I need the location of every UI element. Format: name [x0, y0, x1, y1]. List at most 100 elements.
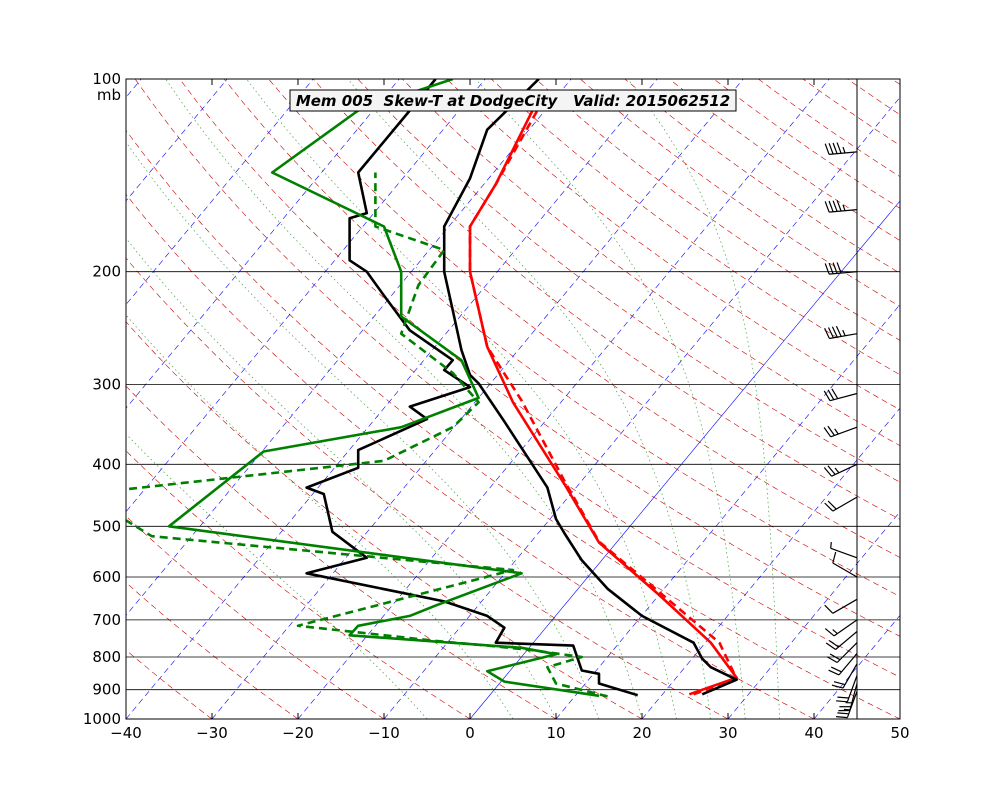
freezing-isotherm	[469, 200, 900, 719]
chart-title-box: Mem 005 Skew-T at DodgeCity Valid: 20150…	[289, 89, 737, 112]
wind-barb-flag	[831, 684, 844, 689]
moist-adiabat-line	[475, 79, 746, 719]
pressure-tick-label: 400	[92, 455, 121, 473]
wind-barb-flag	[830, 666, 842, 673]
wind-barb-half-flag	[832, 629, 838, 635]
black-series-line	[305, 79, 639, 697]
wind-barb-flag	[827, 327, 834, 339]
wind-barb-flag	[833, 681, 846, 686]
x-tick-label: −40	[110, 724, 142, 742]
x-axis: −40 −30 −20 −10 0 10 20 30 40 50	[110, 79, 910, 742]
x-tick-label: −30	[196, 724, 228, 742]
moist-adiabat-line	[627, 79, 780, 719]
wind-barb	[823, 425, 858, 438]
wind-barb	[824, 598, 858, 614]
dry-adiabat-line	[446, 79, 900, 411]
wind-barb	[827, 642, 858, 664]
wind-barb-flag	[828, 200, 834, 212]
wind-barb-flag	[828, 262, 834, 275]
wind-barb-flag	[832, 142, 838, 154]
x-tick-label: 40	[804, 724, 823, 742]
chart-title: Mem 005 Skew-T at DodgeCity Valid: 20150…	[296, 92, 730, 110]
wind-barb-flag	[837, 696, 849, 699]
dry-adiabat-line	[126, 649, 213, 719]
wind-barb-flag	[824, 628, 835, 637]
wind-barb-flag	[824, 502, 834, 512]
isotherm-line	[297, 79, 830, 719]
wind-barb-flag	[827, 389, 835, 400]
wind-barb-flag	[823, 467, 833, 477]
wind-barb	[824, 496, 858, 512]
moist-adiabat-line	[246, 79, 677, 719]
pressure-tick-label: 800	[92, 648, 121, 666]
wind-barb	[823, 463, 858, 477]
pressure-tick-label: 900	[92, 681, 121, 699]
profile-series	[126, 79, 738, 698]
wind-barb-flag	[836, 716, 848, 719]
wind-barb	[836, 675, 858, 703]
dry-adiabat-line	[134, 79, 900, 678]
dry-adiabat-line	[126, 193, 815, 719]
wind-barb-half-flag	[842, 204, 846, 211]
dry-adiabat-line	[126, 515, 385, 719]
wind-barb-flag	[836, 700, 848, 703]
wind-barb-staff	[849, 683, 858, 711]
dry-adiabat-line	[126, 257, 729, 719]
wind-barb-half-flag	[830, 542, 832, 549]
wind-barb-staff	[832, 598, 858, 614]
pressure-tick-label: 1000	[83, 710, 121, 728]
wind-barb-flag	[836, 262, 842, 274]
moist-adiabat-line	[126, 314, 514, 719]
isotherm-line	[126, 79, 314, 306]
wind-barb-flag	[832, 200, 838, 212]
pressure-tick-label: 300	[92, 375, 121, 393]
x-tick-label: 20	[632, 724, 651, 742]
wind-barb-half-flag	[842, 146, 846, 154]
wind-barb	[824, 619, 858, 637]
isotherm-line	[126, 79, 486, 513]
wind-barb-flag	[824, 327, 830, 339]
isotherm-line	[126, 79, 228, 202]
wind-barb	[832, 551, 858, 578]
x-tick-label: −20	[282, 724, 314, 742]
wind-barb-flag	[824, 604, 834, 614]
wind-barb-half-flag	[842, 329, 846, 337]
pressure-tick-label: 600	[92, 568, 121, 586]
dry-adiabat-line	[126, 129, 900, 719]
wind-barb	[838, 683, 858, 712]
wind-barb-staff	[829, 333, 858, 340]
moist-adiabat-line	[126, 433, 428, 719]
x-tick-label: 30	[718, 724, 737, 742]
moist-adiabat-line	[347, 79, 712, 719]
wind-barb-staff	[830, 426, 858, 438]
wind-barb-flag	[828, 640, 839, 648]
wind-barb	[824, 142, 858, 155]
wind-barb	[825, 631, 858, 650]
wind-barb	[824, 200, 858, 213]
wind-barb-staff	[833, 619, 858, 637]
pressure-axis: 100 200 300 400 500 600 700 800 900 1000	[83, 70, 121, 728]
wind-barb-flag	[831, 326, 838, 338]
dry-adiabat-line	[126, 450, 471, 719]
wind-barb	[823, 388, 858, 402]
wind-barb-flag	[836, 142, 842, 154]
wind-barb-flag	[824, 263, 830, 275]
x-tick-label: 0	[465, 724, 475, 742]
wind-barb-flag	[827, 425, 835, 436]
wind-barb-flag	[829, 653, 841, 661]
wind-barb	[836, 691, 858, 719]
wind-barb-flag	[827, 465, 836, 475]
wind-barb-half-flag	[834, 467, 840, 474]
plot-frame	[125, 78, 901, 720]
pressure-tick-label: 200	[92, 263, 121, 281]
wind-barb-staff	[846, 675, 858, 703]
wind-barb	[824, 325, 858, 340]
wind-barb-flag	[823, 390, 831, 402]
wind-barb-half-flag	[843, 708, 851, 711]
wind-barb-flag	[825, 642, 836, 650]
wind-barb	[824, 262, 858, 275]
isotherm-line	[555, 304, 900, 719]
wind-barb-staff	[829, 209, 858, 213]
wind-barb-staff	[838, 653, 858, 676]
